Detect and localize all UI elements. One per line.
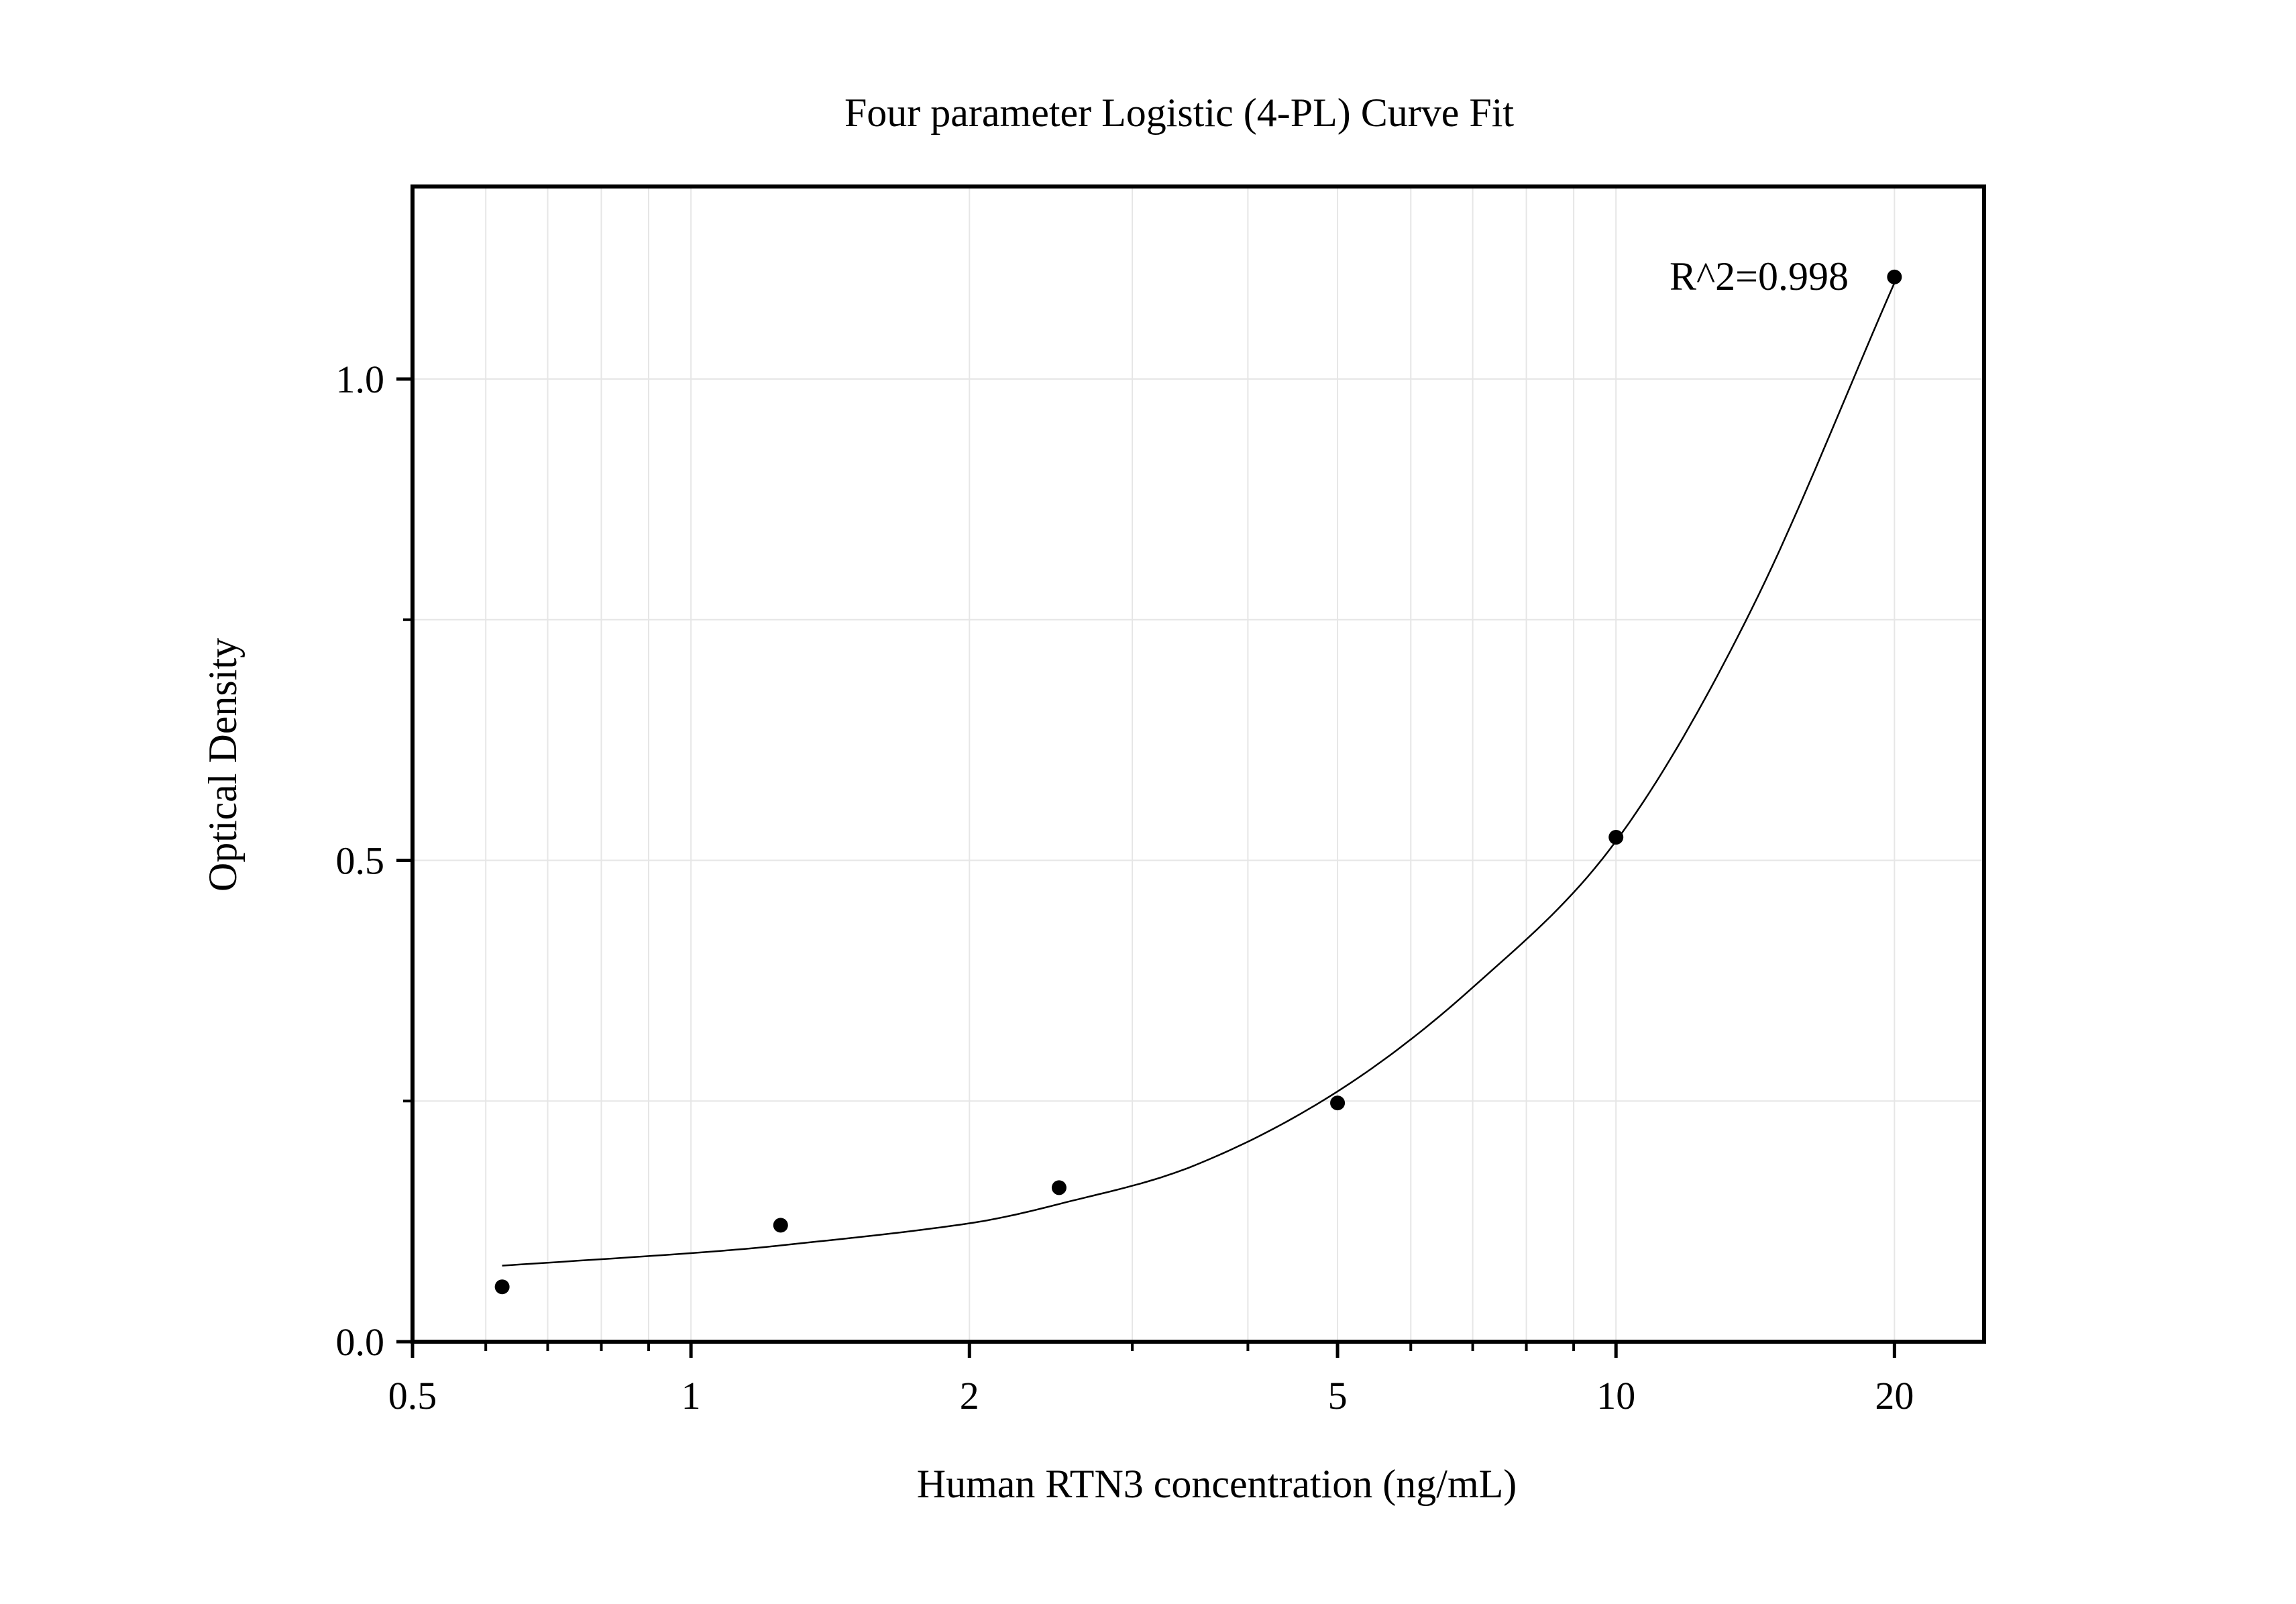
y-tick-label: 0.0 xyxy=(336,1320,385,1364)
data-point xyxy=(1051,1180,1067,1195)
axis-ticks xyxy=(396,377,1896,1358)
tick-labels: 0.5 1 2 5 10 200.00.51.0 xyxy=(336,358,1914,1418)
grid-lines xyxy=(412,186,1984,1342)
plot-frame xyxy=(411,184,1986,1344)
chart-title: Four parameter Logistic (4-PL) Curve Fit xyxy=(844,91,1514,135)
x-tick-label: 20 xyxy=(1875,1374,1914,1418)
x-tick-label: 2 xyxy=(960,1374,979,1418)
y-axis-label: Optical Density xyxy=(201,638,245,892)
data-point xyxy=(1608,830,1624,845)
x-tick-label: 5 xyxy=(1328,1374,1348,1418)
fit-curve xyxy=(502,282,1896,1267)
x-axis-label: Human RTN3 concentration (ng/mL) xyxy=(917,1462,1517,1506)
data-point xyxy=(1887,269,1902,284)
data-point xyxy=(1330,1095,1346,1111)
y-tick-label: 0.5 xyxy=(336,839,385,883)
r-squared-annotation: R^2=0.998 xyxy=(1670,254,1849,299)
x-tick-label: 1 xyxy=(681,1374,701,1418)
x-tick-label: 0.5 xyxy=(388,1374,437,1418)
data-points xyxy=(494,269,1902,1295)
x-tick-label: 10 xyxy=(1596,1374,1635,1418)
data-point xyxy=(494,1279,510,1295)
data-point xyxy=(773,1218,788,1233)
y-tick-label: 1.0 xyxy=(336,358,385,401)
